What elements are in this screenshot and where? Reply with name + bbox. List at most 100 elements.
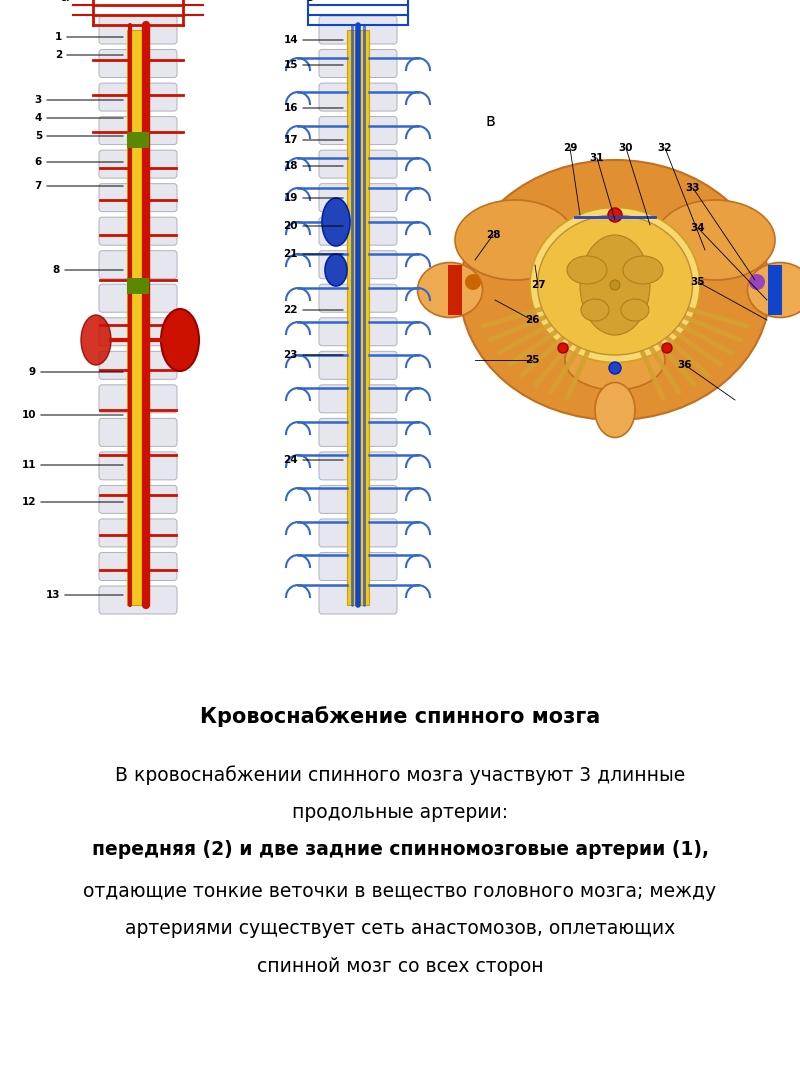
Text: 27: 27 bbox=[530, 280, 546, 290]
FancyBboxPatch shape bbox=[319, 116, 397, 145]
Circle shape bbox=[749, 274, 765, 290]
FancyBboxPatch shape bbox=[99, 352, 177, 379]
Text: 31: 31 bbox=[590, 154, 604, 163]
Text: 17: 17 bbox=[283, 135, 298, 145]
Bar bbox=[127, 278, 149, 294]
FancyBboxPatch shape bbox=[319, 318, 397, 345]
Ellipse shape bbox=[81, 314, 111, 365]
FancyBboxPatch shape bbox=[319, 150, 397, 178]
Text: 13: 13 bbox=[46, 589, 60, 600]
Circle shape bbox=[609, 362, 621, 374]
Bar bbox=[127, 132, 149, 148]
FancyBboxPatch shape bbox=[99, 217, 177, 245]
FancyBboxPatch shape bbox=[99, 183, 177, 212]
Bar bbox=[768, 265, 782, 314]
Text: 4: 4 bbox=[34, 113, 42, 123]
Text: 25: 25 bbox=[525, 355, 539, 365]
Text: 15: 15 bbox=[283, 60, 298, 70]
Text: артериями существует сеть анастомозов, оплетающих: артериями существует сеть анастомозов, о… bbox=[125, 919, 675, 938]
Text: спинной мозг со всех сторон: спинной мозг со всех сторон bbox=[257, 956, 543, 975]
Text: 2: 2 bbox=[54, 50, 62, 60]
Text: 19: 19 bbox=[284, 193, 298, 203]
FancyBboxPatch shape bbox=[319, 552, 397, 581]
FancyBboxPatch shape bbox=[319, 586, 397, 614]
Text: 14: 14 bbox=[283, 35, 298, 45]
Text: отдающие тонкие веточки в вещество головного мозга; между: отдающие тонкие веточки в вещество голов… bbox=[83, 882, 717, 901]
FancyBboxPatch shape bbox=[319, 519, 397, 547]
FancyBboxPatch shape bbox=[319, 83, 397, 111]
FancyBboxPatch shape bbox=[99, 418, 177, 447]
Text: 24: 24 bbox=[283, 455, 298, 465]
FancyBboxPatch shape bbox=[99, 485, 177, 514]
Ellipse shape bbox=[623, 256, 663, 284]
Circle shape bbox=[558, 343, 568, 353]
Text: 7: 7 bbox=[34, 181, 42, 191]
Circle shape bbox=[608, 208, 622, 222]
Text: 29: 29 bbox=[563, 143, 577, 154]
Text: передняя (2) и две задние спинномозговые артерии (1),: передняя (2) и две задние спинномозговые… bbox=[91, 840, 709, 859]
FancyBboxPatch shape bbox=[319, 285, 397, 312]
FancyBboxPatch shape bbox=[99, 16, 177, 44]
Text: 1: 1 bbox=[54, 32, 62, 42]
Bar bbox=[448, 265, 462, 314]
FancyBboxPatch shape bbox=[99, 285, 177, 312]
FancyBboxPatch shape bbox=[319, 452, 397, 480]
Text: 32: 32 bbox=[658, 143, 672, 154]
FancyBboxPatch shape bbox=[99, 83, 177, 111]
Text: 9: 9 bbox=[29, 367, 36, 377]
FancyBboxPatch shape bbox=[99, 49, 177, 78]
Ellipse shape bbox=[325, 254, 347, 286]
FancyBboxPatch shape bbox=[319, 251, 397, 278]
Text: 6: 6 bbox=[34, 157, 42, 167]
Text: 35: 35 bbox=[690, 277, 706, 287]
Text: 34: 34 bbox=[690, 223, 706, 233]
Ellipse shape bbox=[418, 262, 482, 318]
FancyBboxPatch shape bbox=[99, 318, 177, 345]
Text: 23: 23 bbox=[283, 350, 298, 360]
Text: а: а bbox=[60, 0, 70, 5]
FancyBboxPatch shape bbox=[319, 352, 397, 379]
Text: в: в bbox=[485, 112, 495, 130]
Ellipse shape bbox=[581, 298, 609, 321]
Text: б: б bbox=[305, 0, 315, 5]
Text: 18: 18 bbox=[283, 161, 298, 171]
FancyBboxPatch shape bbox=[319, 385, 397, 413]
FancyBboxPatch shape bbox=[99, 519, 177, 547]
FancyBboxPatch shape bbox=[99, 251, 177, 278]
Ellipse shape bbox=[460, 160, 770, 420]
FancyBboxPatch shape bbox=[319, 217, 397, 245]
Ellipse shape bbox=[538, 215, 693, 355]
Ellipse shape bbox=[580, 235, 650, 335]
FancyBboxPatch shape bbox=[99, 552, 177, 581]
FancyBboxPatch shape bbox=[99, 385, 177, 413]
FancyBboxPatch shape bbox=[319, 418, 397, 447]
Text: 21: 21 bbox=[283, 249, 298, 259]
Text: 12: 12 bbox=[22, 497, 36, 507]
FancyBboxPatch shape bbox=[99, 150, 177, 178]
FancyBboxPatch shape bbox=[319, 485, 397, 514]
Ellipse shape bbox=[595, 383, 635, 437]
FancyBboxPatch shape bbox=[99, 452, 177, 480]
FancyBboxPatch shape bbox=[99, 586, 177, 614]
Ellipse shape bbox=[621, 298, 649, 321]
Ellipse shape bbox=[455, 200, 575, 280]
Ellipse shape bbox=[161, 309, 199, 371]
Text: 10: 10 bbox=[22, 410, 36, 420]
Text: 28: 28 bbox=[486, 230, 500, 240]
Bar bbox=[127, 30, 149, 605]
Text: 33: 33 bbox=[686, 183, 700, 193]
Text: 26: 26 bbox=[525, 314, 539, 325]
Ellipse shape bbox=[565, 330, 665, 390]
Ellipse shape bbox=[567, 256, 607, 284]
Ellipse shape bbox=[322, 198, 350, 246]
Bar bbox=[347, 30, 369, 605]
FancyBboxPatch shape bbox=[99, 116, 177, 145]
Text: 36: 36 bbox=[678, 360, 692, 370]
Circle shape bbox=[662, 343, 672, 353]
Text: 22: 22 bbox=[283, 305, 298, 314]
FancyBboxPatch shape bbox=[319, 49, 397, 78]
Text: 8: 8 bbox=[53, 265, 60, 275]
Text: Кровоснабжение спинного мозга: Кровоснабжение спинного мозга bbox=[200, 706, 600, 727]
Text: 30: 30 bbox=[618, 143, 634, 154]
FancyBboxPatch shape bbox=[319, 16, 397, 44]
